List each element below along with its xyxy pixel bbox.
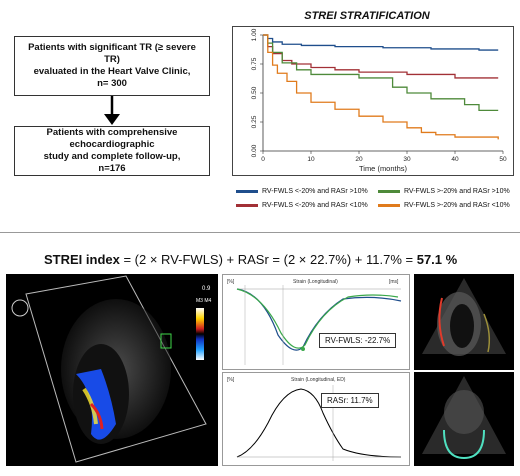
km-y-tick-label: 0.50 [251,86,258,99]
km-x-tick-label: 0 [261,156,265,163]
legend-item-red: RV-FWLS <-20% and RASr <10% [236,202,368,209]
rasr-value-label: RASr: 11.7% [321,393,379,408]
echo-doppler-image: 0.9 M3 M4 [11,275,212,463]
legend-swatch-orange [378,204,400,207]
strei-formula: STREI index = (2 × RV-FWLS) + RASr = (2 … [44,252,457,267]
ra-strain-plot: [%] Strain (Longitudinal, ED) [227,377,402,461]
km-title: STREI STRATIFICATION [304,10,430,22]
flow-box-final-line1: Patients with comprehensive echocardiogr… [46,127,178,150]
km-y-tick-label: 0.75 [251,57,258,70]
echo-ra-view [414,372,514,466]
km-series-line-1 [263,34,499,79]
rv-strain-plot: [%] Strain (Longitudinal) [ms] [227,279,402,365]
ra-strain-unit: [%] [227,377,235,383]
km-x-tick-label: 20 [355,156,363,163]
flow-arrow [104,96,120,125]
km-x-axis-label: Time (months) [359,164,408,173]
rv-strain-unit: [%] [227,279,235,285]
km-series-line-3 [263,34,499,140]
legend-item-green: RV-FWLS >-20% and RASr >10% [378,188,510,195]
rv-strain-title: Strain (Longitudinal) [293,279,338,285]
flow-box-final-line2: study and complete follow-up, [43,151,181,162]
km-x-tick-label: 30 [403,156,411,163]
formula-label: STREI index [44,252,120,267]
ra-strain-title: Strain (Longitudinal, ED) [291,377,346,383]
legend-label-orange: RV-FWLS >-20% and RASr <10% [404,202,510,209]
flow-box-initial: Patients with significant TR (≥ severe T… [14,36,210,96]
flow-box-final: Patients with comprehensive echocardiogr… [14,126,210,176]
km-x-tick-label: 40 [451,156,459,163]
km-series-line-0 [263,34,499,51]
flow-box-initial-line2: evaluated in the Heart Valve Clinic, [33,66,191,77]
echo-ra-image [422,376,506,460]
legend-item-orange: RV-FWLS >-20% and RASr <10% [378,202,510,209]
km-legend: RV-FWLS <-20% and RASr >10% RV-FWLS >-20… [232,186,518,216]
echo-rv-image [422,278,506,356]
km-y-tick-label: 0.00 [251,144,258,157]
km-y-tick-label: 0.25 [251,115,258,128]
legend-label-blue: RV-FWLS <-20% and RASr >10% [262,188,368,195]
legend-swatch-blue [236,190,258,193]
km-plot: 1.00 0.75 0.50 0.25 0.000 10 20 30 40 50 Time (mon… [251,28,507,173]
legend-swatch-green [378,190,400,193]
section-divider [0,232,520,233]
km-series-line-2 [263,34,499,112]
formula-result: 57.1 % [416,252,458,267]
flow-box-final-line3: n=176 [98,163,126,174]
svg-text:0.9: 0.9 [202,286,211,292]
km-x-tick-label: 50 [499,156,507,163]
legend-label-green: RV-FWLS >-20% and RASr >10% [404,188,510,195]
flow-box-initial-line1: Patients with significant TR (≥ severe T… [28,42,196,65]
km-panel: 1.00 0.75 0.50 0.25 0.00 0 10 20 30 40 50 Time (mon… [232,26,514,176]
rvfwls-value-label: RV-FWLS: -22.7% [319,333,397,348]
rv-strain-ms: [ms] [389,279,399,285]
legend-item-blue: RV-FWLS <-20% and RASr >10% [236,188,368,195]
svg-text:M3 M4: M3 M4 [196,298,212,304]
km-x-tick-label: 10 [307,156,315,163]
flow-box-initial-line3: n= 300 [97,78,127,89]
rv-strain-panel: [%] Strain (Longitudinal) [ms] RV-FWLS: … [222,274,410,370]
ra-strain-panel: [%] Strain (Longitudinal, ED) RASr: 11.7… [222,372,410,466]
legend-swatch-red [236,204,258,207]
formula-equation: = (2 × RV-FWLS) + RASr = (2 × 22.7%) + 1… [119,252,417,267]
legend-label-red: RV-FWLS <-20% and RASr <10% [262,202,368,209]
km-y-tick-label: 1.00 [251,28,258,41]
echo-rv-view [414,274,514,370]
echo-doppler-panel: 0.9 M3 M4 [6,274,218,466]
